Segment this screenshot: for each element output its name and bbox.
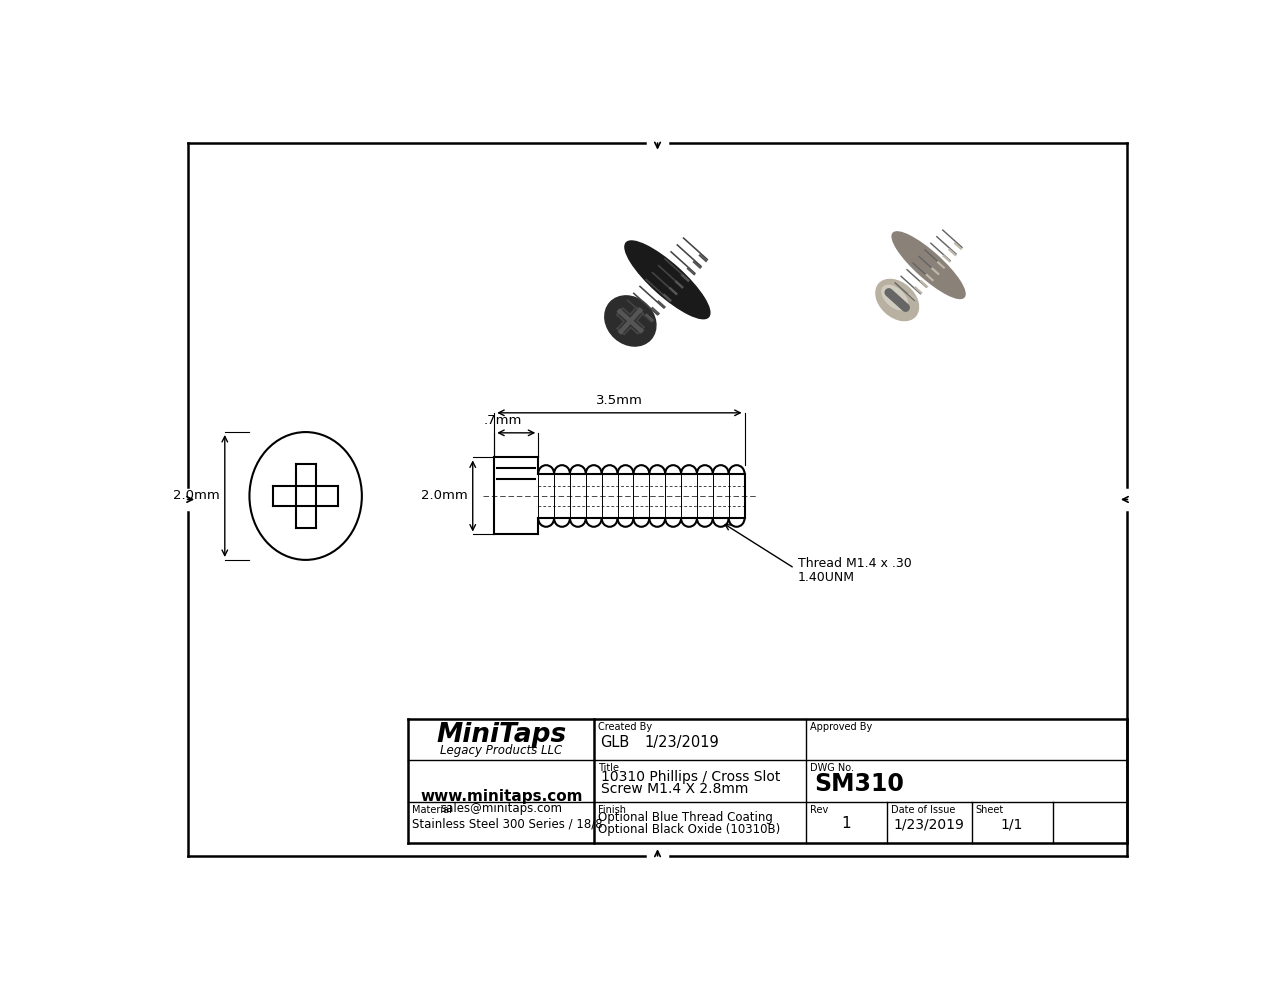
Text: MiniTaps: MiniTaps <box>436 722 566 748</box>
Text: 10310 Phillips / Cross Slot: 10310 Phillips / Cross Slot <box>600 770 780 784</box>
Ellipse shape <box>604 296 655 346</box>
Text: 1.40UNM: 1.40UNM <box>797 571 855 584</box>
Text: Created By: Created By <box>598 722 653 732</box>
Text: Legacy Products LLC: Legacy Products LLC <box>440 744 562 757</box>
Text: GLB: GLB <box>600 735 630 750</box>
Text: Optional Blue Thread Coating: Optional Blue Thread Coating <box>598 811 773 825</box>
Text: sales@minitaps.com: sales@minitaps.com <box>440 802 562 815</box>
Text: Finish: Finish <box>598 805 626 815</box>
Text: Approved By: Approved By <box>810 722 872 732</box>
Text: Screw M1.4 X 2.8mm: Screw M1.4 X 2.8mm <box>600 782 748 796</box>
Ellipse shape <box>876 280 919 320</box>
Text: .7mm: .7mm <box>483 413 521 426</box>
Text: Title: Title <box>598 764 620 773</box>
Text: Date of Issue: Date of Issue <box>891 805 955 815</box>
Ellipse shape <box>892 231 965 299</box>
Text: DWG No.: DWG No. <box>810 764 854 773</box>
Text: 1/23/2019: 1/23/2019 <box>644 735 719 750</box>
Text: 2.0mm: 2.0mm <box>421 490 468 502</box>
Text: Rev: Rev <box>810 805 828 815</box>
Text: SM310: SM310 <box>814 772 904 796</box>
Text: Material: Material <box>412 805 452 815</box>
Text: 1/23/2019: 1/23/2019 <box>893 817 965 831</box>
Ellipse shape <box>882 286 908 310</box>
Text: 1/1: 1/1 <box>1001 817 1023 831</box>
Text: 2.0mm: 2.0mm <box>173 490 220 502</box>
Ellipse shape <box>625 241 710 318</box>
Text: www.minitaps.com: www.minitaps.com <box>420 789 582 804</box>
Text: Sheet: Sheet <box>975 805 1004 815</box>
Text: 1: 1 <box>842 817 851 832</box>
Text: Thread M1.4 x .30: Thread M1.4 x .30 <box>797 557 911 571</box>
Text: Stainless Steel 300 Series / 18/8: Stainless Steel 300 Series / 18/8 <box>412 818 603 831</box>
Text: Optional Black Oxide (10310B): Optional Black Oxide (10310B) <box>598 823 781 836</box>
Text: 3.5mm: 3.5mm <box>596 394 643 406</box>
